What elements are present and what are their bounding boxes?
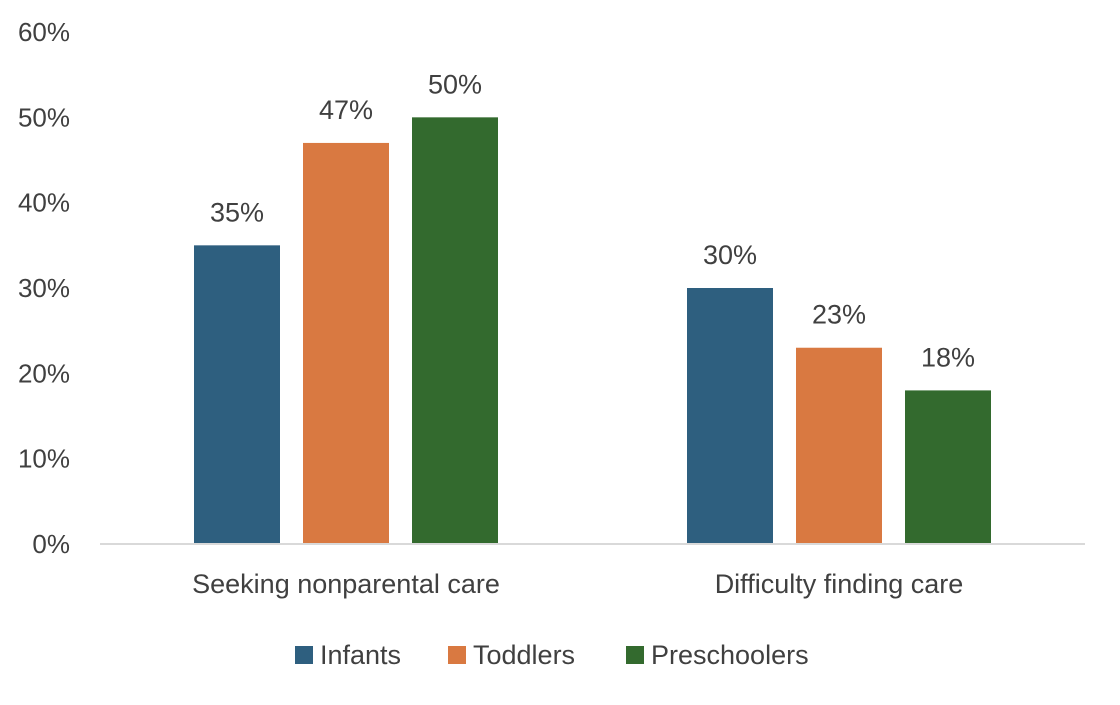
y-tick-label: 30% (18, 273, 70, 303)
legend-item-preschoolers: Preschoolers (626, 640, 809, 670)
legend-label: Infants (320, 640, 401, 670)
category-label: Difficulty finding care (715, 569, 964, 599)
data-label: 50% (428, 69, 482, 99)
legend: Infants Toddlers Preschoolers (295, 640, 809, 670)
bar-preschoolers-1 (412, 117, 498, 544)
y-axis-ticks: 0% 10% 20% 30% 40% 50% 60% (18, 17, 70, 559)
y-tick-label: 40% (18, 188, 70, 218)
data-label: 35% (210, 197, 264, 227)
data-label: 18% (921, 342, 975, 372)
bar-toddlers-2 (796, 347, 882, 544)
y-tick-label: 20% (18, 358, 70, 388)
legend-swatch (448, 646, 466, 664)
legend-label: Preschoolers (651, 640, 809, 670)
bar-toddlers-1 (303, 142, 389, 544)
data-label: 30% (703, 240, 757, 270)
data-label: 47% (319, 95, 373, 125)
category-label: Seeking nonparental care (192, 569, 500, 599)
bar-infants-2 (687, 288, 773, 544)
bars (194, 117, 991, 545)
legend-label: Toddlers (473, 640, 575, 670)
legend-item-infants: Infants (295, 640, 401, 670)
legend-swatch (626, 646, 644, 664)
category-labels: Seeking nonparental care Difficulty findi… (192, 569, 963, 599)
y-tick-label: 10% (18, 444, 70, 474)
y-tick-label: 60% (18, 17, 70, 47)
data-labels: 35% 47% 50% 30% 23% 18% (210, 69, 975, 372)
bar-infants-1 (194, 245, 280, 545)
legend-swatch (295, 646, 313, 664)
bar-preschoolers-2 (905, 390, 991, 544)
y-tick-label: 50% (18, 102, 70, 132)
data-label: 23% (812, 300, 866, 330)
legend-item-toddlers: Toddlers (448, 640, 575, 670)
y-tick-label: 0% (32, 529, 70, 559)
